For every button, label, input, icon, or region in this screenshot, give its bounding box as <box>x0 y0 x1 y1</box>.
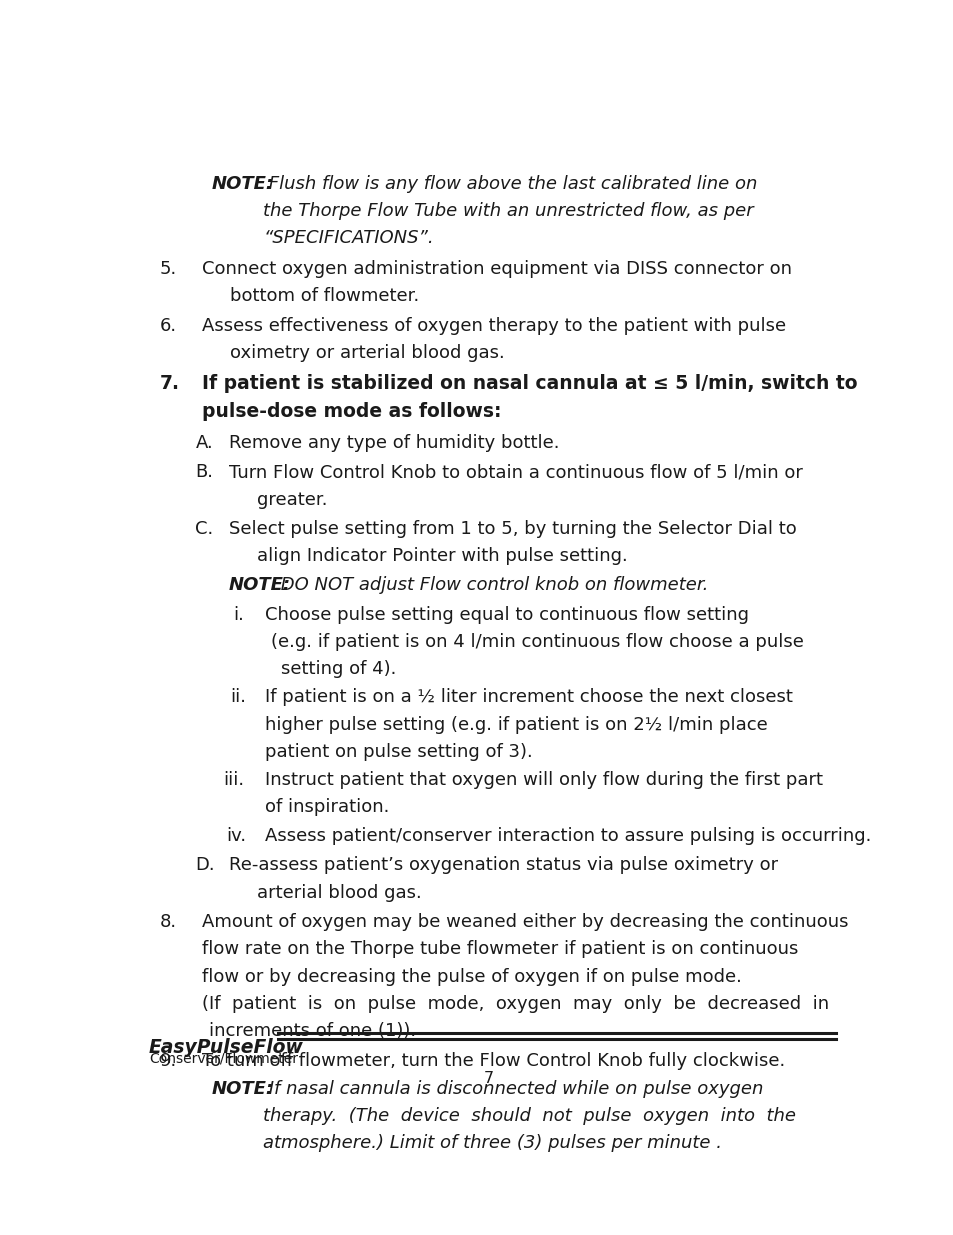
Text: NOTE:: NOTE: <box>229 576 291 594</box>
Text: higher pulse setting (e.g. if patient is on 2½ l/min place: higher pulse setting (e.g. if patient is… <box>265 715 767 734</box>
Text: D.: D. <box>195 856 214 874</box>
Text: If patient is on a ½ liter increment choose the next closest: If patient is on a ½ liter increment cho… <box>265 688 792 706</box>
Text: Conserver/Flowmeter: Conserver/Flowmeter <box>149 1052 297 1066</box>
Text: (If  patient  is  on  pulse  mode,  oxygen  may  only  be  decreased  in: (If patient is on pulse mode, oxygen may… <box>202 994 828 1013</box>
Text: iv.: iv. <box>226 826 246 845</box>
Text: A.: A. <box>195 433 213 452</box>
Text: B.: B. <box>195 463 213 482</box>
Text: 6.: 6. <box>160 317 177 335</box>
Text: Connect oxygen administration equipment via DISS connector on: Connect oxygen administration equipment … <box>202 261 791 278</box>
Text: Turn Flow Control Knob to obtain a continuous flow of 5 l/min or: Turn Flow Control Knob to obtain a conti… <box>229 463 801 482</box>
Text: flow or by decreasing the pulse of oxygen if on pulse mode.: flow or by decreasing the pulse of oxyge… <box>202 967 741 986</box>
Text: arterial blood gas.: arterial blood gas. <box>256 883 421 902</box>
Text: Re-assess patient’s oxygenation status via pulse oximetry or: Re-assess patient’s oxygenation status v… <box>229 856 777 874</box>
Text: align Indicator Pointer with pulse setting.: align Indicator Pointer with pulse setti… <box>256 547 627 566</box>
Text: increments of one (1)).: increments of one (1)). <box>210 1021 416 1040</box>
Text: of inspiration.: of inspiration. <box>265 798 389 816</box>
Text: 9.: 9. <box>160 1051 177 1070</box>
Text: If nasal cannula is disconnected while on pulse oxygen: If nasal cannula is disconnected while o… <box>262 1081 762 1098</box>
Text: Instruct patient that oxygen will only flow during the first part: Instruct patient that oxygen will only f… <box>265 771 822 789</box>
Text: ii.: ii. <box>230 688 246 706</box>
Text: NOTE:: NOTE: <box>212 175 274 193</box>
Text: i.: i. <box>233 605 244 624</box>
Text: To turn off flowmeter, turn the Flow Control Knob fully clockwise.: To turn off flowmeter, turn the Flow Con… <box>202 1051 784 1070</box>
Text: setting of 4).: setting of 4). <box>281 659 396 678</box>
Text: flow rate on the Thorpe tube flowmeter if patient is on continuous: flow rate on the Thorpe tube flowmeter i… <box>202 941 798 958</box>
Text: Select pulse setting from 1 to 5, by turning the Selector Dial to: Select pulse setting from 1 to 5, by tur… <box>229 520 796 538</box>
Text: greater.: greater. <box>256 490 327 509</box>
Text: therapy.  (The  device  should  not  pulse  oxygen  into  the: therapy. (The device should not pulse ox… <box>263 1107 796 1125</box>
Text: atmosphere.) Limit of three (3) pulses per minute .: atmosphere.) Limit of three (3) pulses p… <box>263 1134 721 1152</box>
Text: EasyPulseFlow: EasyPulseFlow <box>149 1039 303 1057</box>
Text: iii.: iii. <box>222 771 244 789</box>
Text: oximetry or arterial blood gas.: oximetry or arterial blood gas. <box>230 345 504 362</box>
Text: pulse-dose mode as follows:: pulse-dose mode as follows: <box>202 403 501 421</box>
Text: bottom of flowmeter.: bottom of flowmeter. <box>230 288 419 305</box>
Text: Assess patient/conserver interaction to assure pulsing is occurring.: Assess patient/conserver interaction to … <box>265 826 870 845</box>
Text: Choose pulse setting equal to continuous flow setting: Choose pulse setting equal to continuous… <box>265 605 748 624</box>
Text: Remove any type of humidity bottle.: Remove any type of humidity bottle. <box>229 433 558 452</box>
Text: 8.: 8. <box>160 914 177 931</box>
Text: 7: 7 <box>483 1071 494 1086</box>
Text: Assess effectiveness of oxygen therapy to the patient with pulse: Assess effectiveness of oxygen therapy t… <box>202 317 785 335</box>
Text: Flush flow is any flow above the last calibrated line on: Flush flow is any flow above the last ca… <box>262 175 757 193</box>
Text: If patient is stabilized on nasal cannula at ≤ 5 l/min, switch to: If patient is stabilized on nasal cannul… <box>202 374 857 393</box>
Text: Amount of oxygen may be weaned either by decreasing the continuous: Amount of oxygen may be weaned either by… <box>202 914 847 931</box>
Text: patient on pulse setting of 3).: patient on pulse setting of 3). <box>265 742 532 761</box>
Text: (e.g. if patient is on 4 l/min continuous flow choose a pulse: (e.g. if patient is on 4 l/min continuou… <box>271 632 802 651</box>
Text: DO NOT adjust Flow control knob on flowmeter.: DO NOT adjust Flow control knob on flowm… <box>274 576 707 594</box>
Text: NOTE:: NOTE: <box>212 1081 274 1098</box>
Text: the Thorpe Flow Tube with an unrestricted flow, as per: the Thorpe Flow Tube with an unrestricte… <box>263 203 753 220</box>
Text: C.: C. <box>195 520 213 538</box>
Text: 5.: 5. <box>160 261 177 278</box>
Text: 7.: 7. <box>160 374 180 393</box>
Text: “SPECIFICATIONS”.: “SPECIFICATIONS”. <box>263 228 434 247</box>
